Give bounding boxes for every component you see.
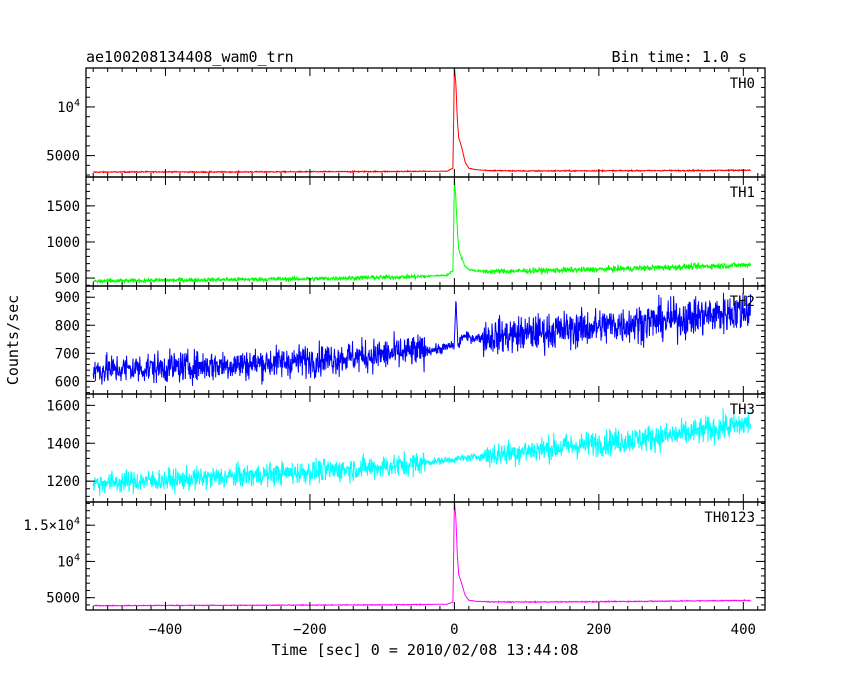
panel-th3: 1200 1400 1600 TH3 <box>46 393 766 503</box>
series-line-th3 <box>92 408 752 497</box>
y-tick-label: 104 <box>57 98 80 116</box>
y-tick-label: 1.5×104 <box>23 516 80 534</box>
x-tick-label: 200 <box>586 622 611 638</box>
y-tick-label: 5000 <box>46 149 80 165</box>
series-line-th0 <box>93 68 751 174</box>
panel-th1: 500 1000 1500 TH1 <box>46 176 766 287</box>
y-tick-label: 1000 <box>46 235 80 251</box>
x-tick-labels: −400 −200 0 200 400 <box>149 622 756 638</box>
y-tick-label: 1600 <box>46 398 80 414</box>
y-tick-label: 104 <box>57 552 80 570</box>
panel-label-th3: TH3 <box>730 402 755 418</box>
chart-title-right: Bin time: 1.0 s <box>612 48 747 66</box>
panel-th2: 600 700 800 900 TH2 <box>55 285 766 395</box>
panel-label-th1: TH1 <box>730 185 755 201</box>
panel-frame <box>85 393 766 503</box>
y-tick-label: 1500 <box>46 199 80 215</box>
panel-frame <box>85 67 766 178</box>
y-tick-label: 500 <box>55 271 80 287</box>
y-tick-label: 700 <box>55 346 80 362</box>
panel-label-th0: TH0 <box>730 76 755 92</box>
chart-title-left: ae100208134408_wam0_trn <box>86 48 294 66</box>
y-tick-label: 1200 <box>46 474 80 490</box>
x-axis-label: Time [sec] 0 = 2010/02/08 13:44:08 <box>271 641 578 659</box>
panel-th0123: 5000 104 1.5×104 TH0123 <box>23 501 766 611</box>
x-tick-label: −200 <box>293 622 327 638</box>
series-line-th2 <box>92 292 752 386</box>
series-line-th0123 <box>92 502 751 608</box>
x-tick-label: 400 <box>731 622 756 638</box>
panel-label-th0123: TH0123 <box>704 510 755 526</box>
y-tick-label: 1400 <box>46 436 80 452</box>
y-tick-label: 900 <box>55 290 80 306</box>
y-tick-label: 5000 <box>46 591 80 607</box>
y-axis-label: Counts/sec <box>4 295 22 385</box>
series-line-th1 <box>92 178 752 285</box>
y-tick-label: 800 <box>55 318 80 334</box>
panels-group: 5000 104 TH0 500 1000 1500 TH1 600 700 800 900 TH2 1… <box>23 67 766 638</box>
panel-th0: 5000 104 TH0 <box>46 67 766 178</box>
x-tick-label: −400 <box>149 622 183 638</box>
panel-frame <box>85 501 766 611</box>
x-tick-label: 0 <box>450 622 458 638</box>
panel-label-th2: TH2 <box>730 294 755 310</box>
y-tick-label: 600 <box>55 374 80 390</box>
